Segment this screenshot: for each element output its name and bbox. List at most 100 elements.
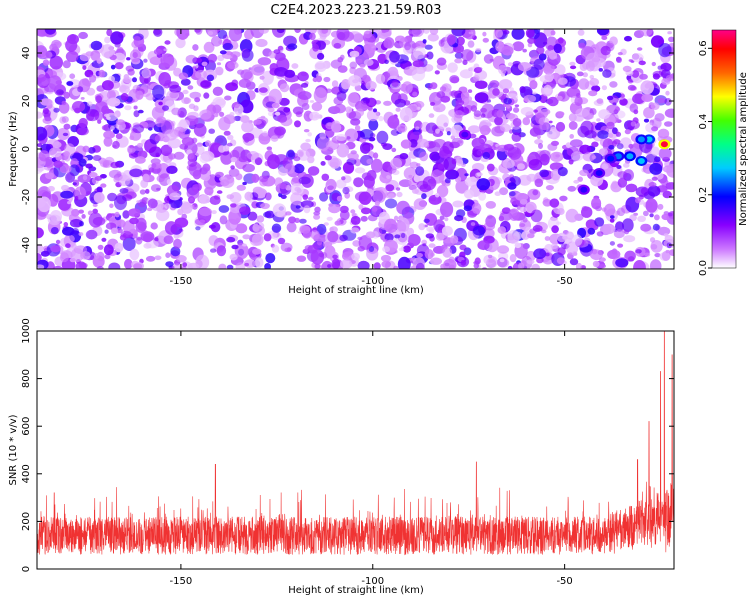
snr-x-tick-label: -150 [170, 576, 193, 587]
spectrogram-cell [415, 252, 423, 258]
spectrogram-cell [582, 72, 588, 78]
spectrogram-cell [344, 128, 359, 142]
spectrogram-cell [89, 74, 97, 83]
spectrogram-cell [550, 243, 558, 249]
spectrogram-cell [537, 221, 542, 225]
snr-panel: -150 -100 -50 0 200 400 600 800 1000 Height of … [8, 318, 675, 596]
spectrogram-cell [58, 101, 70, 114]
spectrogram-cell [411, 68, 426, 82]
spectrogram-cell [61, 184, 70, 191]
spectrogram-cell [202, 163, 211, 172]
spectrogram-cell [607, 249, 621, 259]
spectrogram-cell [193, 105, 199, 112]
spectrogram-cell [596, 29, 610, 36]
spectrogram-cell [259, 87, 268, 93]
spectrogram-cell [217, 29, 228, 39]
spectrogram-cell [307, 166, 320, 176]
spectrogram-cell [415, 262, 425, 269]
spectrogram-cell [428, 194, 442, 205]
spectrogram-cell [110, 125, 115, 131]
spectrogram-cell [112, 140, 120, 149]
spectrogram-cell [612, 127, 618, 135]
spectrogram-cell [110, 31, 124, 45]
spectrogram-cell [385, 184, 395, 192]
spectrogram-cell [574, 96, 583, 107]
spectrogram-cell [219, 111, 225, 117]
spectrogram-cell [415, 126, 420, 130]
spectrogram-y-tick-label: 40 [21, 47, 32, 60]
spectrogram-cell [334, 220, 342, 226]
spectrogram-cell [533, 58, 545, 70]
spectrogram-cell [42, 59, 50, 66]
spectrogram-cell [400, 232, 406, 239]
spectrogram-cell [541, 229, 547, 234]
spectrogram-cell [637, 215, 646, 222]
spectrogram-cell [384, 59, 389, 64]
spectrogram-cell [383, 39, 392, 49]
spectrogram-cell [92, 216, 106, 226]
spectrogram-cell [271, 223, 282, 233]
spectrogram-cell [258, 175, 269, 183]
spectrogram-cell [40, 98, 53, 106]
spectrogram-cell [519, 86, 526, 94]
spectrogram-cell [557, 247, 566, 256]
spectrogram-cell [439, 215, 445, 220]
spectrogram-cell [267, 154, 280, 170]
spectrogram-cell [74, 195, 79, 201]
spectrogram-cell [246, 151, 259, 160]
spectrogram-cell [501, 207, 511, 215]
spectrogram-cell [92, 208, 98, 214]
spectrogram-cell [56, 41, 62, 47]
spectrogram-cell [641, 93, 654, 102]
spectrogram-cell [489, 80, 500, 88]
spectrogram-cell [339, 234, 348, 242]
spectrogram-cell [627, 84, 637, 91]
spectrogram-cell [303, 205, 311, 214]
spectrogram-cell [310, 230, 320, 240]
spectrogram-cell [256, 226, 265, 236]
spectrogram-cell [357, 260, 370, 269]
spectrogram-cell [218, 205, 230, 213]
spectrogram-cell [359, 129, 374, 140]
spectrogram-cell [139, 189, 146, 195]
spectrogram-cell [631, 53, 644, 63]
spectrogram-cell [498, 64, 507, 75]
spectrogram-cell [96, 57, 102, 64]
spectrogram-cell [602, 69, 612, 78]
spectrogram-cell [180, 78, 191, 86]
spectrogram-cell [441, 225, 453, 236]
spectrogram-cell [362, 97, 370, 104]
spectrogram-cell [71, 158, 78, 165]
colorbar-ticks: 0.0 0.2 0.4 0.6 [698, 40, 712, 276]
spectrogram-cell [321, 260, 333, 269]
spectrogram-cell [337, 65, 348, 73]
spectrogram-cell [202, 173, 211, 182]
spectrogram-cell [316, 223, 327, 235]
spectrogram-cell [215, 66, 224, 76]
spectrogram-cell [38, 74, 47, 82]
spectrogram-cell [663, 233, 669, 237]
spectrogram-cell [617, 52, 623, 56]
spectrogram-cell [361, 80, 365, 86]
spectrogram-cell [239, 206, 251, 216]
spectrogram-cell [294, 120, 301, 128]
spectrogram-cell [288, 216, 297, 224]
spectrogram-cell [228, 29, 243, 42]
spectrogram-cell [65, 172, 76, 183]
spectrogram-cell [651, 117, 662, 129]
spectrogram-cell [258, 29, 269, 34]
spectrogram-cell [37, 196, 51, 213]
spectrogram-cell [47, 185, 55, 192]
spectrogram-hot-spot [660, 141, 668, 148]
spectrogram-cell [101, 237, 107, 242]
spectrogram-cell [133, 105, 138, 110]
spectrogram-cell [486, 99, 492, 103]
spectrogram-cell [175, 255, 187, 263]
spectrogram-cell [150, 184, 162, 192]
spectrogram-cell [376, 130, 389, 145]
spectrogram-cell [256, 215, 265, 223]
spectrogram-cell [119, 85, 130, 94]
spectrogram-cell [482, 37, 489, 43]
spectrogram-cell [531, 263, 540, 269]
spectrogram-cell [321, 29, 329, 34]
